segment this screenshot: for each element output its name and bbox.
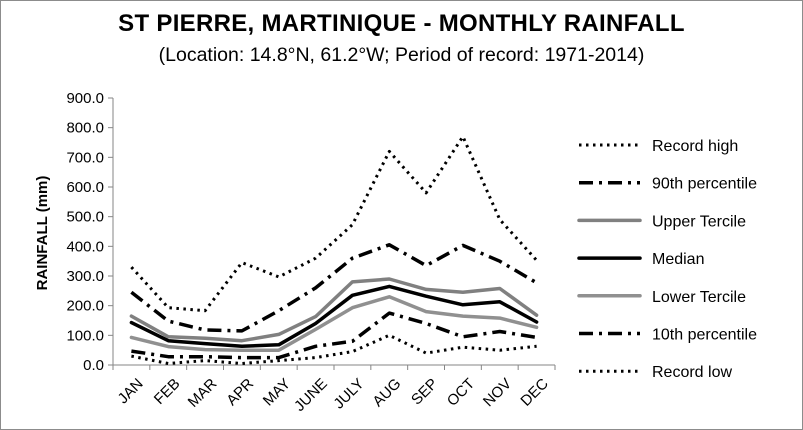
- x-tick-label: AUG: [369, 375, 404, 410]
- y-tick-label: 800.0: [66, 120, 104, 137]
- x-tick-label: MAY: [260, 375, 294, 409]
- series-line-upper-tercile: [129, 277, 539, 343]
- y-tick-label: 0.0: [83, 357, 104, 374]
- y-tick-label: 500.0: [66, 209, 104, 226]
- x-tick-label: APR: [223, 375, 257, 409]
- y-tick-label: 100.0: [66, 327, 104, 344]
- x-tick-label: NOV: [480, 375, 515, 410]
- plot-series: [129, 135, 539, 365]
- x-tick-label: SEP: [408, 375, 441, 408]
- y-axis-label: RAINFALL (mm): [34, 176, 51, 291]
- y-tick-label: 300.0: [66, 268, 104, 285]
- legend-label-upper-tercile: Upper Tercile: [652, 213, 746, 230]
- x-tick-label: JAN: [115, 375, 147, 407]
- series-line-record-low: [131, 333, 537, 365]
- series-line-lower-tercile: [129, 295, 539, 352]
- y-tick-label: 700.0: [66, 149, 104, 166]
- chart-subtitle: (Location: 14.8°N, 61.2°W; Period of rec…: [158, 44, 645, 66]
- chart-title: ST PIERRE, MARTINIQUE - MONTHLY RAINFALL: [118, 10, 685, 37]
- series-line-record-high: [130, 135, 538, 313]
- x-tick-label: FEB: [151, 375, 184, 408]
- x-tick-label: DEC: [517, 375, 552, 410]
- series-line-median: [129, 284, 539, 349]
- y-tick-label: 200.0: [66, 298, 104, 315]
- legend-label-median: Median: [652, 251, 704, 268]
- legend-label-90th-percentile: 90th percentile: [652, 176, 757, 193]
- x-tick-label: MAR: [185, 375, 221, 411]
- series-line-90th-percentile: [130, 243, 538, 333]
- legend-label-record-high: Record high: [652, 138, 738, 155]
- x-tick-label: OCT: [444, 375, 478, 409]
- legend-label-10th-percentile: 10th percentile: [652, 327, 757, 344]
- x-tick-label: JUNE: [291, 375, 331, 415]
- series-line-10th-percentile: [131, 311, 537, 360]
- legend: Record high 90th percentile Upper Tercile M…: [577, 138, 757, 381]
- y-tick-label: 400.0: [66, 238, 104, 255]
- y-tick-label: 900.0: [66, 90, 104, 107]
- y-tick-label: 600.0: [66, 179, 104, 196]
- legend-label-record-low: Record low: [652, 364, 732, 381]
- legend-label-lower-tercile: Lower Tercile: [652, 289, 746, 306]
- x-tick-label: JULY: [330, 375, 367, 412]
